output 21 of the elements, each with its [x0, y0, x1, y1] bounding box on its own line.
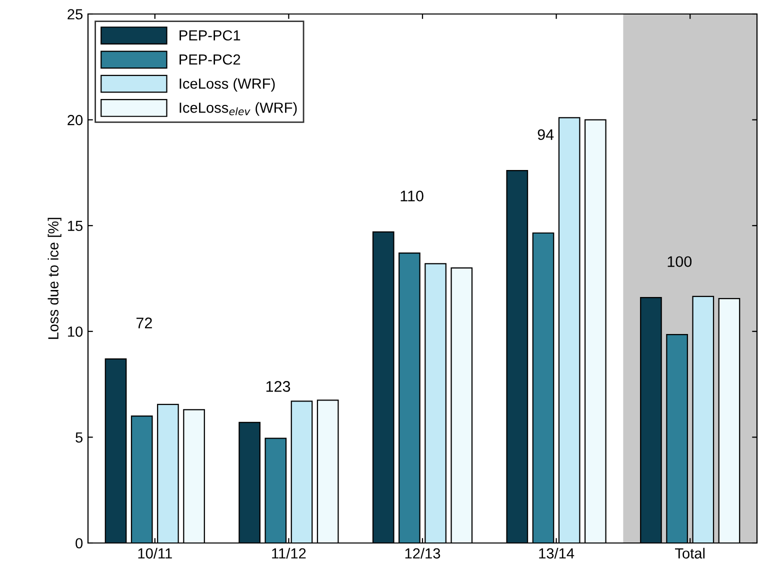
legend-label: PEP-PC1 [180, 30, 240, 41]
y-tick-label: 15 [68, 220, 83, 232]
legend-label: IceLoss (WRF) [180, 78, 275, 92]
y-tick-label: 25 [68, 9, 83, 20]
annotation: 110 [400, 190, 424, 202]
annotation: 72 [136, 318, 152, 328]
annotation: 94 [538, 129, 554, 140]
x-tick-label: 10/11 [138, 548, 172, 559]
x-tick-label: Total [675, 548, 705, 559]
y-tick-label: 0 [76, 538, 83, 548]
y-tick-label: 5 [76, 432, 83, 443]
legend-label: PEP-PC2 [180, 54, 240, 65]
legend-label: IceLoss$_{elev}$ (WRF) [180, 102, 297, 116]
annotation: 100 [668, 256, 692, 268]
x-tick-label: 12/13 [405, 548, 440, 559]
annotation: 123 [266, 381, 290, 392]
y-axis-title: Loss due to ice [%] [48, 218, 62, 339]
y-tick-label: 20 [68, 114, 83, 126]
x-tick-label: 13/14 [539, 548, 574, 559]
y-tick-label: 10 [68, 326, 83, 337]
x-tick-label: 11/12 [272, 548, 306, 559]
